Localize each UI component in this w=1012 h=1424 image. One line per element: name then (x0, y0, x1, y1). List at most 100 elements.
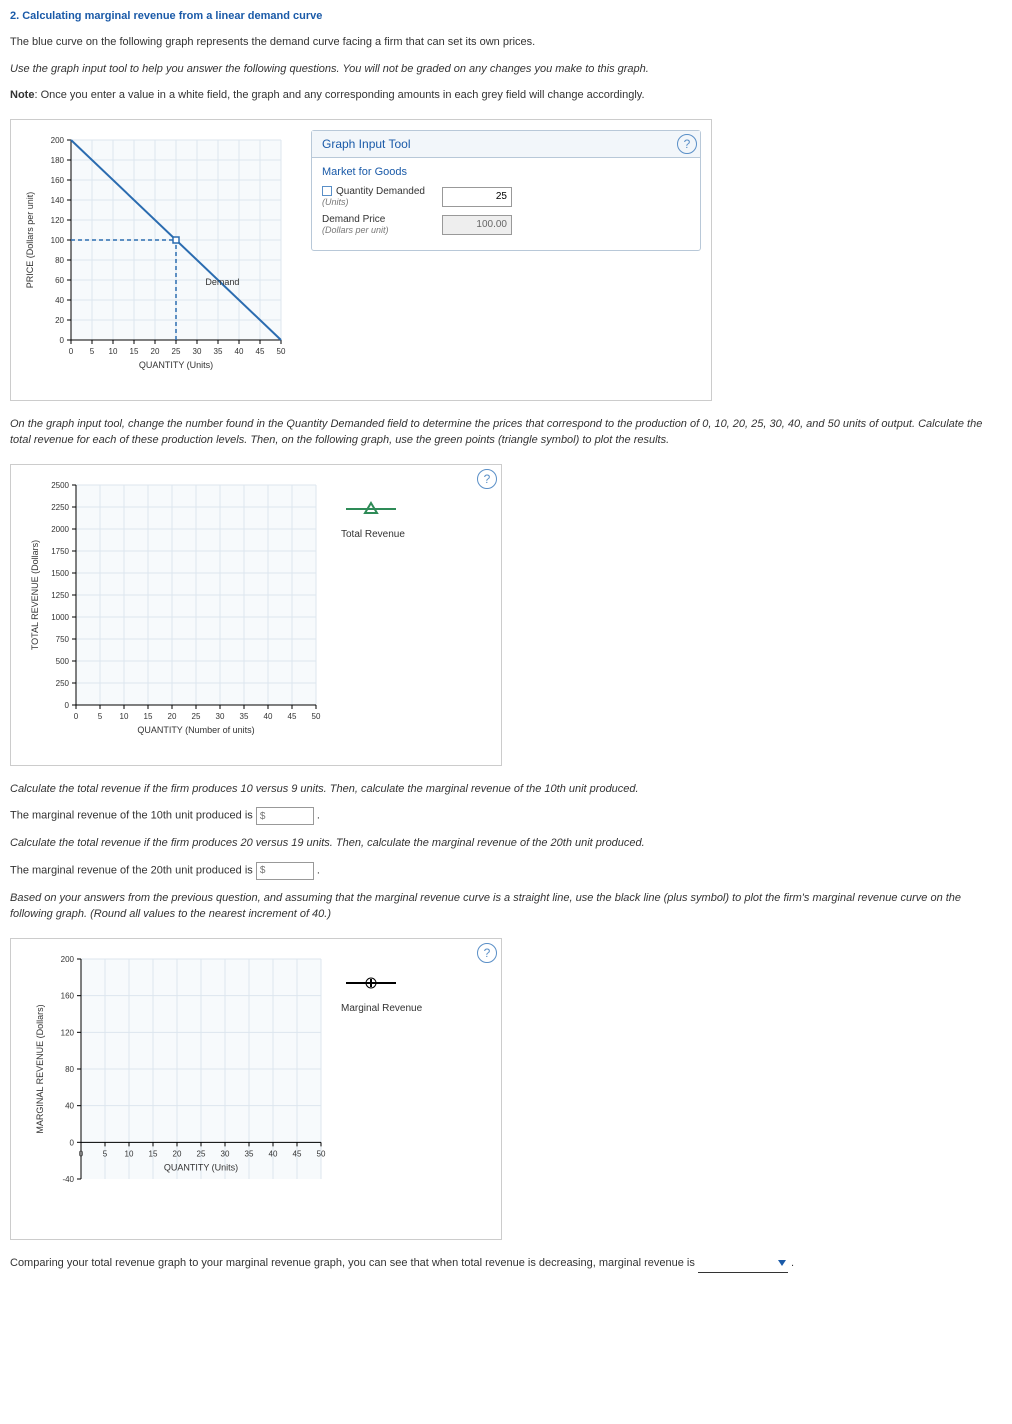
svg-text:20: 20 (151, 347, 160, 356)
svg-text:140: 140 (51, 196, 65, 205)
svg-text:5: 5 (98, 712, 103, 721)
svg-text:25: 25 (192, 712, 201, 721)
svg-text:40: 40 (235, 347, 244, 356)
legend-total-revenue[interactable]: Total Revenue (341, 500, 405, 755)
svg-text:20: 20 (168, 712, 177, 721)
svg-text:30: 30 (221, 1149, 230, 1158)
svg-text:50: 50 (317, 1149, 326, 1158)
svg-text:100: 100 (51, 236, 65, 245)
svg-text:0: 0 (60, 336, 65, 345)
svg-text:80: 80 (65, 1065, 74, 1074)
panel-demand: 0510152025303540455002040608010012014016… (10, 119, 712, 401)
svg-text:10: 10 (125, 1149, 134, 1158)
help-icon[interactable]: ? (477, 943, 497, 963)
svg-text:45: 45 (256, 347, 265, 356)
intro-text: The blue curve on the following graph re… (10, 34, 1002, 51)
svg-text:25: 25 (172, 347, 181, 356)
svg-text:PRICE (Dollars per unit): PRICE (Dollars per unit) (25, 191, 35, 288)
svg-text:QUANTITY (Units): QUANTITY (Units) (164, 1162, 238, 1172)
svg-text:45: 45 (293, 1149, 302, 1158)
svg-text:35: 35 (214, 347, 223, 356)
svg-text:TOTAL REVENUE (Dollars): TOTAL REVENUE (Dollars) (30, 539, 40, 649)
market-section-title: Market for Goods (322, 166, 690, 178)
legend-label: Total Revenue (341, 529, 405, 540)
svg-text:80: 80 (55, 256, 64, 265)
svg-text:0: 0 (65, 701, 70, 710)
svg-text:0: 0 (79, 1149, 84, 1158)
svg-text:QUANTITY (Units): QUANTITY (Units) (139, 360, 213, 370)
note-line: Note: Once you enter a value in a white … (10, 87, 1002, 104)
panel-total-revenue: ? 05101520253035404550025050075010001250… (10, 464, 502, 766)
svg-text:10: 10 (120, 712, 129, 721)
question-1: Calculate the total revenue if the firm … (10, 781, 1002, 798)
mr-20th-input[interactable] (256, 862, 314, 880)
svg-text:15: 15 (149, 1149, 158, 1158)
chart-total-revenue[interactable]: 0510152025303540455002505007501000125015… (21, 475, 331, 755)
svg-text:1000: 1000 (51, 613, 69, 622)
svg-text:20: 20 (55, 316, 64, 325)
qty-demanded-input[interactable] (442, 187, 512, 207)
instruction-2: On the graph input tool, change the numb… (10, 416, 1002, 449)
svg-text:160: 160 (51, 176, 65, 185)
help-icon[interactable]: ? (477, 469, 497, 489)
svg-text:200: 200 (51, 136, 65, 145)
legend-square-icon (322, 186, 332, 196)
svg-text:0: 0 (70, 1138, 75, 1147)
svg-text:1750: 1750 (51, 547, 69, 556)
svg-text:-40: -40 (62, 1175, 74, 1184)
svg-text:5: 5 (90, 347, 95, 356)
svg-text:120: 120 (61, 1028, 75, 1037)
svg-text:MARGINAL REVENUE (Dollars): MARGINAL REVENUE (Dollars) (35, 1004, 45, 1133)
answer-2-line: The marginal revenue of the 20th unit pr… (10, 862, 1002, 880)
svg-text:750: 750 (56, 635, 70, 644)
chart-marginal-revenue[interactable]: 05101520253035404550-4004080120160200QUA… (21, 949, 331, 1229)
panel-marginal-revenue: ? 05101520253035404550-4004080120160200Q… (10, 938, 502, 1240)
mr-10th-input[interactable] (256, 807, 314, 825)
svg-text:50: 50 (312, 712, 321, 721)
svg-text:500: 500 (56, 657, 70, 666)
svg-text:5: 5 (103, 1149, 108, 1158)
svg-text:40: 40 (65, 1101, 74, 1110)
svg-text:2000: 2000 (51, 525, 69, 534)
note-text: : Once you enter a value in a white fiel… (34, 89, 644, 101)
svg-text:15: 15 (144, 712, 153, 721)
final-dropdown[interactable] (698, 1255, 788, 1274)
instruction-1: Use the graph input tool to help you ans… (10, 61, 1002, 78)
question-title: 2. Calculating marginal revenue from a l… (10, 10, 1002, 22)
svg-text:2250: 2250 (51, 503, 69, 512)
svg-text:10: 10 (109, 347, 118, 356)
svg-text:25: 25 (197, 1149, 206, 1158)
answer-1-line: The marginal revenue of the 10th unit pr… (10, 807, 1002, 825)
note-label: Note (10, 89, 34, 101)
instruction-3: Based on your answers from the previous … (10, 890, 1002, 923)
svg-text:60: 60 (55, 276, 64, 285)
help-icon[interactable]: ? (677, 134, 697, 154)
svg-text:40: 40 (269, 1149, 278, 1158)
svg-text:35: 35 (240, 712, 249, 721)
final-question: Comparing your total revenue graph to yo… (10, 1255, 1002, 1274)
svg-text:2500: 2500 (51, 481, 69, 490)
svg-text:20: 20 (173, 1149, 182, 1158)
chart-demand[interactable]: 0510152025303540455002040608010012014016… (21, 130, 301, 390)
graph-input-tool: Graph Input Tool Market for Goods Quanti… (311, 130, 701, 251)
svg-text:15: 15 (130, 347, 139, 356)
svg-text:1250: 1250 (51, 591, 69, 600)
svg-text:0: 0 (74, 712, 79, 721)
question-2: Calculate the total revenue if the firm … (10, 835, 1002, 852)
svg-text:250: 250 (56, 679, 70, 688)
svg-text:30: 30 (216, 712, 225, 721)
svg-text:0: 0 (69, 347, 74, 356)
demand-price-output (442, 215, 512, 235)
svg-text:50: 50 (277, 347, 286, 356)
svg-text:45: 45 (288, 712, 297, 721)
svg-text:QUANTITY (Number of units): QUANTITY (Number of units) (137, 725, 254, 735)
price-label: Demand Price (Dollars per unit) (322, 214, 442, 236)
svg-text:200: 200 (61, 955, 75, 964)
input-tool-title: Graph Input Tool (312, 131, 700, 158)
svg-text:40: 40 (264, 712, 273, 721)
svg-text:30: 30 (193, 347, 202, 356)
svg-text:35: 35 (245, 1149, 254, 1158)
svg-text:180: 180 (51, 156, 65, 165)
svg-text:Demand: Demand (205, 277, 239, 287)
legend-marginal-revenue[interactable]: Marginal Revenue (341, 974, 422, 1229)
